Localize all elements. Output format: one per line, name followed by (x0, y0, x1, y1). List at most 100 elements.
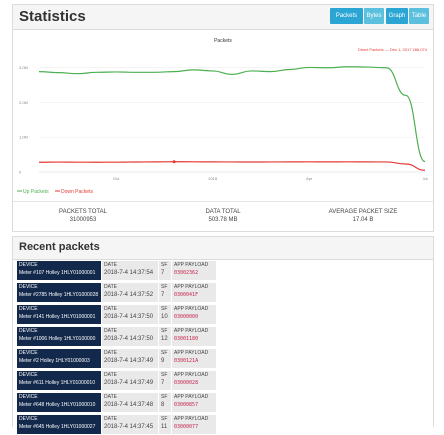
payload-value: 03000000 (174, 314, 199, 320)
date-value: 2018-7-4 14:37:49 (104, 380, 154, 386)
date-value: 2018-7-4 14:37:50 (104, 336, 154, 342)
device-header: DEVICE (19, 416, 38, 422)
device-cell[interactable]: DEVICE Meter #107 Holley 1HLY01000001 (17, 261, 101, 280)
sf-cell: SF 11 (159, 415, 171, 434)
payload-header: APP PAYLOAD (174, 394, 209, 400)
down-packets-line[interactable] (38, 161, 426, 171)
sf-value: 7 (161, 380, 165, 386)
sf-cell: SF 8 (159, 393, 171, 412)
payload-cell: APP PAYLOAD 03000000 (172, 305, 216, 324)
date-value: 2018-7-4 14:37:45 (104, 424, 154, 430)
sf-header: SF (161, 262, 168, 268)
sf-value: 10 (161, 314, 168, 320)
device-header: DEVICE (19, 372, 38, 378)
payload-value: 03000028 (174, 380, 199, 386)
device-cell[interactable]: DEVICE Meter #611 Holley 1HLY01000010 (17, 371, 101, 390)
device-cell[interactable]: DEVICE Meter #141 Holley 1HLY01000001 (17, 305, 101, 324)
statistics-summary: PACKETS TOTAL 31000953 DATA TOTAL 503.78… (13, 201, 433, 232)
device-cell[interactable]: DEVICE Meter #645 Holley 1HLY01000027 (17, 415, 101, 434)
device-cell[interactable]: DEVICE Meter #1006 Holley 1HLY0100000 (17, 327, 101, 346)
payload-header: APP PAYLOAD (174, 350, 209, 356)
payload-value: 03000857 (174, 402, 199, 408)
date-cell: DATE 2018-7-4 14:37:48 (102, 393, 158, 412)
date-cell: DATE 2018-7-4 14:37:54 (102, 261, 158, 280)
device-name[interactable]: Meter #2 Holley 1HLY01000003 (19, 358, 90, 364)
data-total-stat: DATA TOTAL 503.78 MB (168, 208, 278, 224)
device-name[interactable]: Meter #141 Holley 1HLY01000001 (19, 314, 96, 320)
recent-packets-header: Recent packets (13, 237, 433, 260)
device-name[interactable]: Meter #645 Holley 1HLY01000027 (19, 424, 96, 430)
payload-cell: APP PAYLOAD 03001180 (172, 327, 216, 346)
device-header: DEVICE (19, 350, 38, 356)
payload-cell: APP PAYLOAD 03002362 (172, 261, 216, 280)
data-total-label: DATA TOTAL (205, 209, 241, 215)
date-header: DATE (104, 372, 117, 378)
date-cell: DATE 2018-7-4 14:37:49 (102, 371, 158, 390)
data-total-value: 503.78 MB (208, 217, 238, 223)
packets-chart: Packets Direct Packets — Dec 1, 2017 286… (17, 38, 428, 195)
date-cell: DATE 2018-7-4 14:37:49 (102, 349, 158, 368)
device-name[interactable]: Meter #107 Holley 1HLY01000001 (19, 270, 96, 276)
y-tick-label: 0 (19, 170, 22, 175)
date-header: DATE (104, 262, 117, 268)
date-cell: DATE 2018-7-4 14:37:50 (102, 327, 158, 346)
legend-down-packets[interactable]: Down Packets (61, 189, 93, 195)
sf-value: 12 (161, 336, 168, 342)
device-header: DEVICE (19, 328, 38, 334)
sf-value: 9 (161, 358, 165, 364)
payload-value: 0300121A (174, 358, 199, 364)
date-value: 2018-7-4 14:37:52 (104, 292, 154, 298)
date-header: DATE (104, 306, 117, 312)
table-button[interactable]: Table (409, 8, 429, 24)
sf-header: SF (161, 394, 168, 400)
sf-cell: SF 7 (159, 371, 171, 390)
payload-header: APP PAYLOAD (174, 372, 209, 378)
sf-cell: SF 7 (159, 261, 171, 280)
sf-header: SF (161, 284, 168, 290)
date-value: 2018-7-4 14:37:54 (104, 270, 154, 276)
device-header: DEVICE (19, 284, 38, 290)
date-value: 2018-7-4 14:37:50 (104, 314, 154, 320)
payload-header: APP PAYLOAD (174, 328, 209, 334)
payload-header: APP PAYLOAD (174, 262, 209, 268)
payload-cell: APP PAYLOAD 03000857 (172, 393, 216, 412)
device-name[interactable]: Meter #648 Holley 1HLY01000010 (19, 402, 96, 408)
device-cell[interactable]: DEVICE Meter #2 Holley 1HLY01000003 (17, 349, 101, 368)
packets-button[interactable]: Packets (330, 8, 363, 24)
payload-cell: APP PAYLOAD 0300121A (172, 349, 216, 368)
down-packets-point[interactable] (172, 160, 176, 164)
recent-packets-title: Recent packets (19, 241, 100, 253)
packets-total-label: PACKETS TOTAL (59, 209, 107, 215)
sf-header: SF (161, 350, 168, 356)
y-tick-label: 3,0M (19, 65, 28, 70)
graph-button[interactable]: Graph (386, 8, 408, 24)
bytes-button[interactable]: Bytes (364, 8, 384, 24)
sf-value: 7 (161, 270, 165, 276)
up-packets-line[interactable] (38, 66, 426, 163)
date-value: 2018-7-4 14:37:49 (104, 358, 154, 364)
payload-value: 03002362 (174, 270, 199, 276)
device-cell[interactable]: DEVICE Meter #648 Holley 1HLY01000010 (17, 393, 101, 412)
recent-packets-panel: Recent packets DEVICE Meter #107 Holley 1… (12, 236, 434, 434)
date-cell: DATE 2018-7-4 14:37:45 (102, 415, 158, 434)
legend-up-packets[interactable]: Up Packets (23, 189, 49, 195)
date-header: DATE (104, 284, 117, 290)
sf-header: SF (161, 306, 168, 312)
statistics-header: Statistics Packets Bytes Graph Table (13, 5, 433, 30)
device-name[interactable]: Meter #611 Holley 1HLY01000010 (19, 380, 95, 386)
date-cell: DATE 2018-7-4 14:37:50 (102, 305, 158, 324)
packets-total-stat: PACKETS TOTAL 31000953 (28, 208, 138, 224)
sf-header: SF (161, 416, 168, 422)
device-header: DEVICE (19, 306, 38, 312)
x-tick-label: Apr (306, 176, 313, 181)
device-cell[interactable]: DEVICE Meter #2785 Holley 1HLY01000028 (17, 283, 101, 302)
date-cell: DATE 2018-7-4 14:37:52 (102, 283, 158, 302)
payload-header: APP PAYLOAD (174, 416, 209, 422)
payload-value: 03000077 (174, 424, 199, 430)
sf-header: SF (161, 372, 168, 378)
device-name[interactable]: Meter #1006 Holley 1HLY0100000 (19, 336, 96, 342)
device-header: DEVICE (19, 394, 38, 400)
avg-packet-size-label: AVERAGE PACKET SIZE (328, 209, 398, 215)
sf-cell: SF 7 (159, 283, 171, 302)
device-name[interactable]: Meter #2785 Holley 1HLY01000028 (19, 292, 99, 298)
